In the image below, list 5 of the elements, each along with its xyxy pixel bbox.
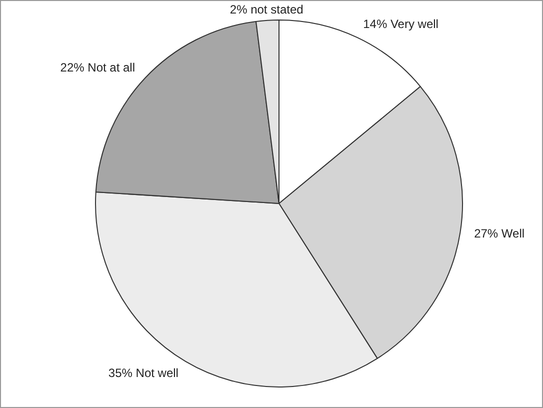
slice-label: 2% not stated [230,2,304,16]
slice-label: 22% Not at all [60,60,136,75]
slice-label: 27% Well [474,226,525,241]
slice-label: 14% Very well [363,17,438,32]
slice-label: 35% Not well [108,366,178,380]
